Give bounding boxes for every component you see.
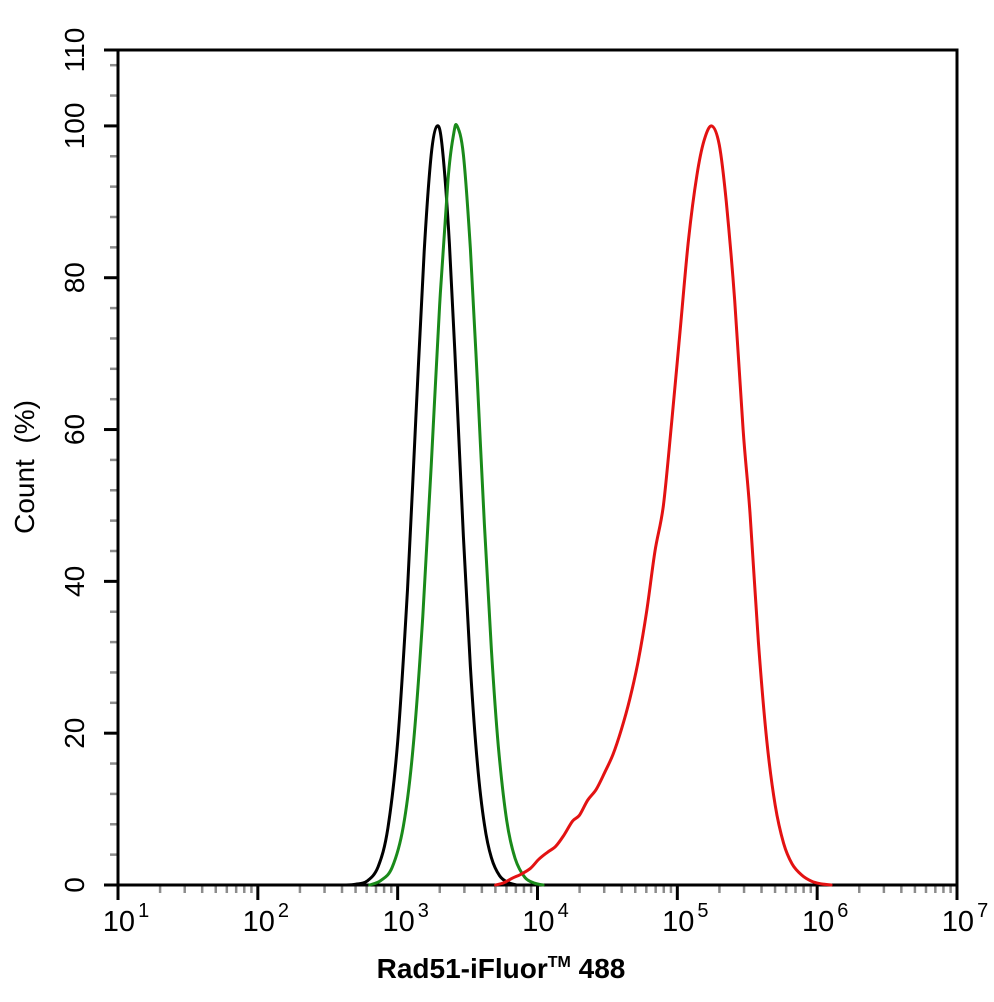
y-axis-title: Count (%)	[9, 400, 40, 534]
x-tick-label: 10 3	[382, 900, 428, 938]
green-control-histogram	[368, 123, 545, 887]
y-tick-label: 100	[59, 103, 90, 150]
y-axis-tick-labels: 0 20 40 60 80 100 110	[59, 28, 90, 893]
x-tick-label: 10 5	[662, 900, 708, 938]
y-tick-label: 60	[59, 414, 90, 445]
y-tick-label: 110	[59, 28, 90, 73]
x-axis-tick-labels: 10 1 10 2 10 3 10 4 10 5 10 6 10 7	[103, 900, 988, 938]
y-tick-label: 40	[59, 566, 90, 597]
plot-frame	[116, 48, 959, 887]
red-rad51-histogram	[494, 124, 833, 887]
x-axis-minor-ticks	[158, 886, 952, 893]
plot-border	[116, 48, 959, 887]
y-tick-label: 0	[59, 877, 90, 893]
y-axis-minor-ticks	[110, 63, 117, 856]
black-control-histogram	[343, 124, 518, 887]
x-tick-label: 10 1	[103, 900, 149, 938]
x-axis-title: Rad51-iFluorTM 488	[377, 953, 626, 984]
y-tick-label: 20	[59, 718, 90, 749]
x-tick-label: 10 4	[522, 900, 568, 938]
x-tick-label: 10 6	[802, 900, 848, 938]
y-tick-label: 80	[59, 262, 90, 293]
x-axis-title-text: Rad51-iFluorTM 488	[377, 953, 626, 984]
x-tick-label: 10 2	[243, 900, 289, 938]
histogram-curves	[343, 123, 833, 887]
x-axis-major-ticks	[116, 886, 959, 900]
y-axis-major-ticks	[104, 48, 117, 887]
x-tick-label: 10 7	[942, 900, 988, 938]
